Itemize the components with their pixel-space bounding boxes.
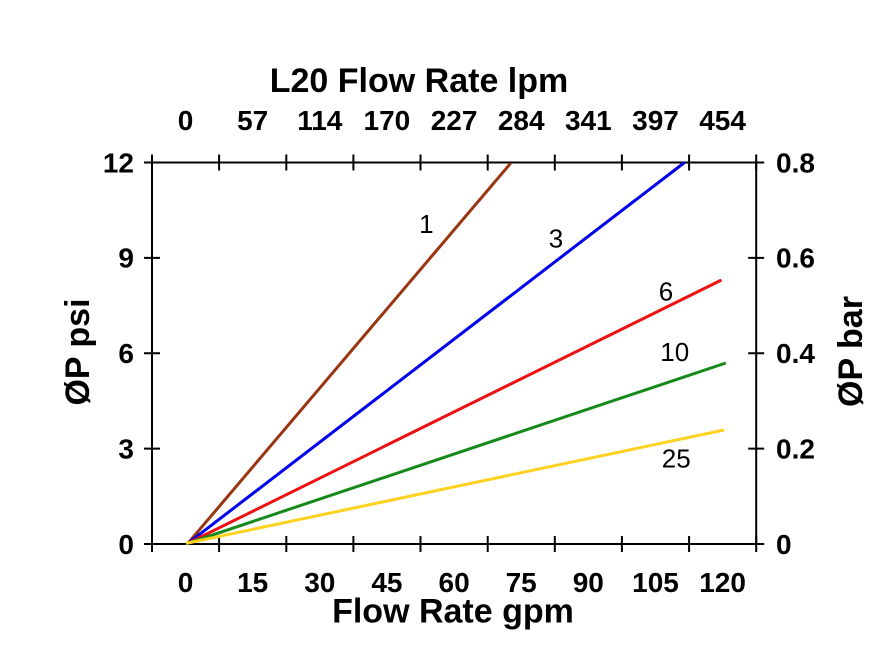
- svg-text:90: 90: [573, 567, 604, 598]
- svg-text:114: 114: [297, 105, 343, 136]
- svg-text:12: 12: [103, 147, 134, 178]
- svg-text:3: 3: [118, 433, 134, 464]
- svg-text:0: 0: [776, 529, 792, 560]
- svg-text:0.4: 0.4: [776, 338, 815, 369]
- svg-text:1: 1: [419, 209, 433, 239]
- svg-text:397: 397: [632, 105, 679, 136]
- svg-text:75: 75: [506, 567, 537, 598]
- svg-text:0.2: 0.2: [776, 433, 815, 464]
- svg-text:105: 105: [632, 567, 679, 598]
- svg-text:6: 6: [118, 338, 134, 369]
- svg-text:341: 341: [565, 105, 612, 136]
- svg-text:0: 0: [178, 567, 194, 598]
- svg-text:227: 227: [431, 105, 478, 136]
- svg-text:25: 25: [662, 444, 691, 474]
- svg-text:15: 15: [237, 567, 268, 598]
- svg-text:454: 454: [699, 105, 746, 136]
- svg-text:170: 170: [364, 105, 411, 136]
- svg-text:Flow Rate gpm: Flow Rate gpm: [332, 593, 574, 631]
- svg-text:0: 0: [118, 529, 134, 560]
- svg-text:L20 Flow Rate lpm: L20 Flow Rate lpm: [270, 62, 569, 100]
- svg-text:284: 284: [498, 105, 545, 136]
- svg-text:ØP bar: ØP bar: [832, 296, 870, 407]
- svg-text:9: 9: [118, 243, 134, 274]
- svg-text:3: 3: [549, 224, 563, 254]
- svg-text:120: 120: [699, 567, 746, 598]
- svg-text:57: 57: [237, 105, 268, 136]
- svg-text:6: 6: [659, 277, 673, 307]
- svg-text:45: 45: [371, 567, 402, 598]
- svg-text:30: 30: [304, 567, 335, 598]
- svg-text:60: 60: [439, 567, 470, 598]
- svg-text:10: 10: [660, 337, 689, 367]
- svg-text:0.8: 0.8: [776, 147, 815, 178]
- svg-text:0: 0: [178, 105, 194, 136]
- svg-text:ØP psi: ØP psi: [59, 298, 97, 405]
- svg-text:0.6: 0.6: [776, 243, 815, 274]
